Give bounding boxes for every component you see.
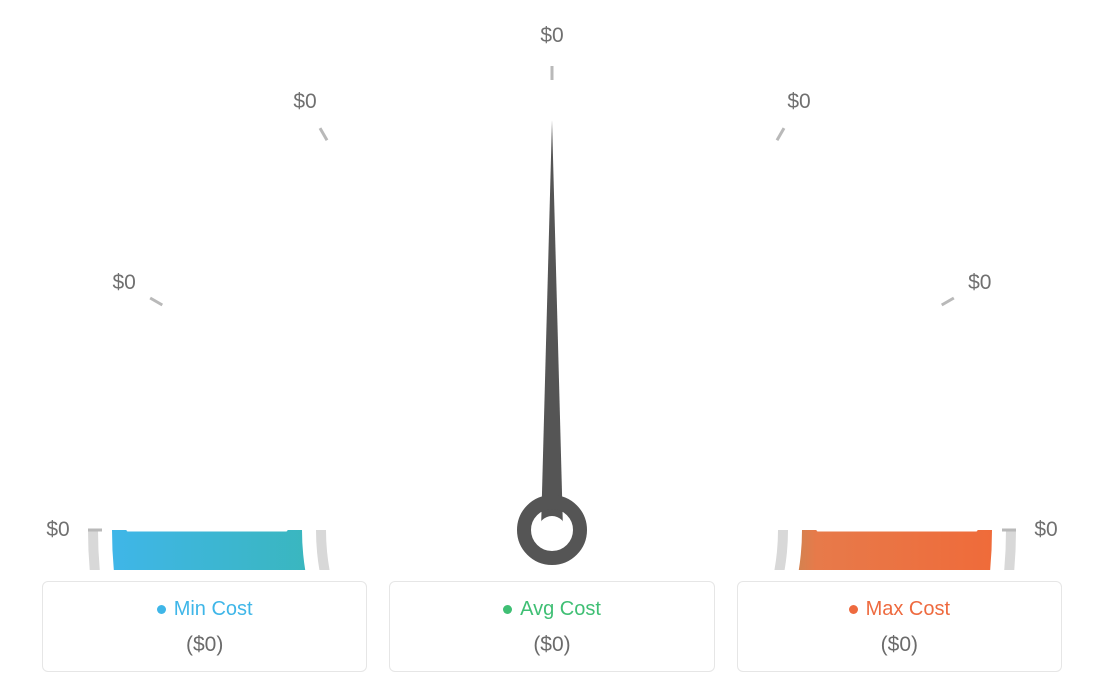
legend-dot-avg: [503, 605, 512, 614]
legend-value-min: ($0): [53, 633, 356, 657]
gauge-tick-label: $0: [968, 271, 991, 295]
legend-row: Min Cost ($0) Avg Cost ($0) Max Cost ($0…: [42, 581, 1062, 672]
gauge-tick-label: $0: [293, 90, 316, 114]
gauge-tick-label: $0: [112, 271, 135, 295]
gauge-svg: [22, 10, 1082, 570]
gauge-tick-label: $0: [46, 518, 69, 542]
legend-value-max: ($0): [748, 633, 1051, 657]
gauge-chart: $0 $0 $0 $0 $0 $0 $0: [0, 0, 1104, 560]
legend-value-avg: ($0): [400, 633, 703, 657]
legend-dot-max: [849, 605, 858, 614]
gauge-tick-label: $0: [1034, 518, 1057, 542]
legend-card-min: Min Cost ($0): [42, 581, 367, 672]
legend-card-max: Max Cost ($0): [737, 581, 1062, 672]
gauge-tick-label: $0: [540, 24, 563, 48]
legend-label-max: Max Cost: [866, 598, 950, 621]
legend-label-min: Min Cost: [174, 598, 253, 621]
legend-label-avg: Avg Cost: [520, 598, 601, 621]
legend-dot-min: [157, 605, 166, 614]
gauge-tick-label: $0: [787, 90, 810, 114]
legend-card-avg: Avg Cost ($0): [389, 581, 714, 672]
